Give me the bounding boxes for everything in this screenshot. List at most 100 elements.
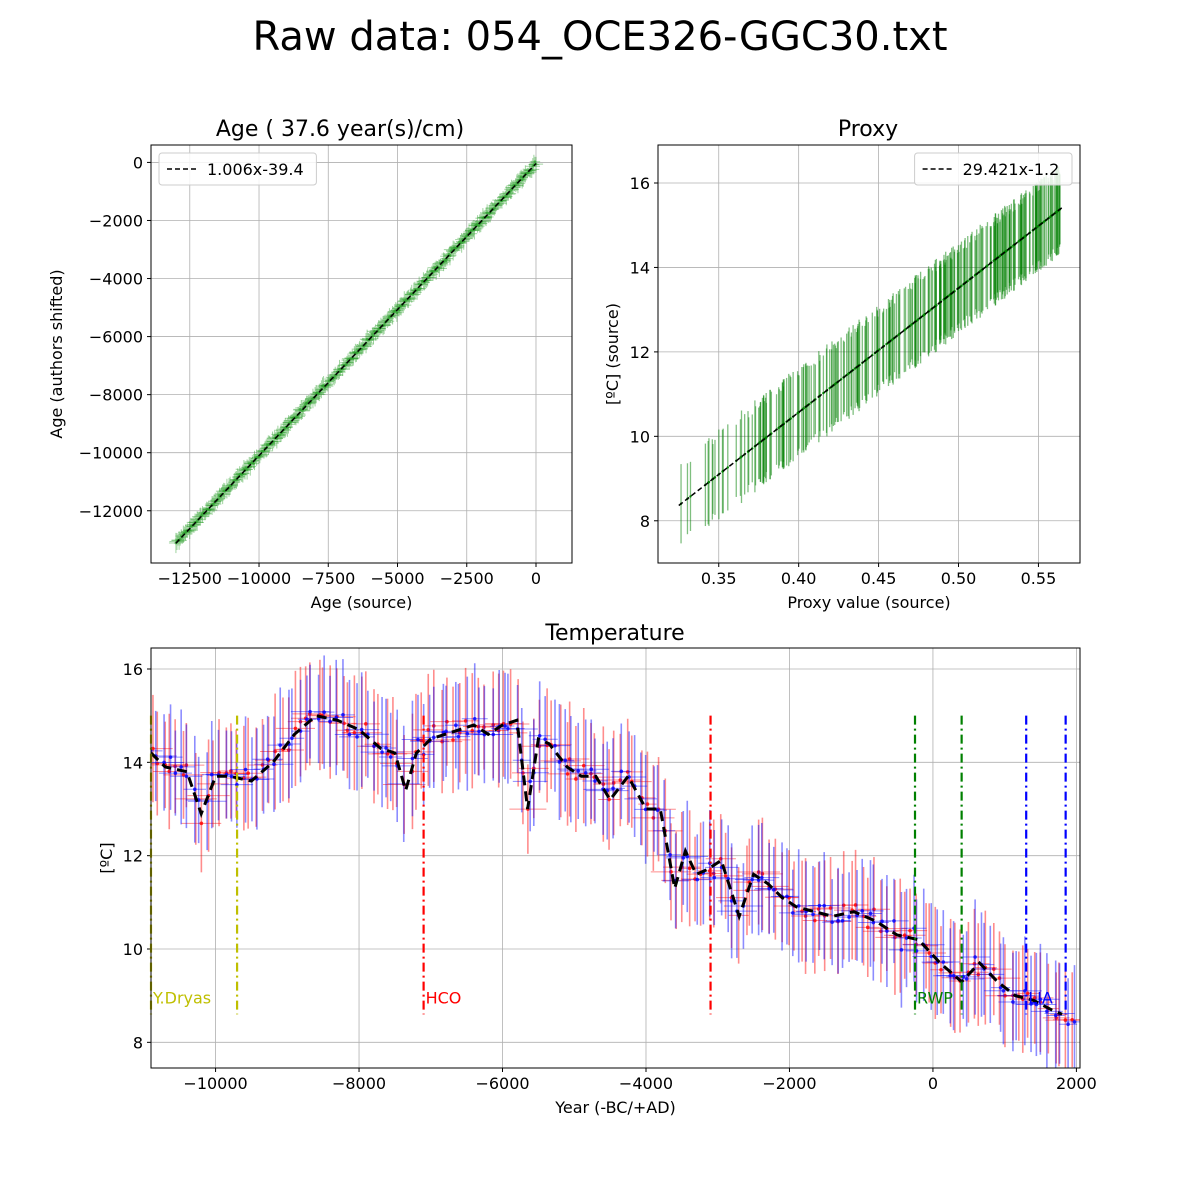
temp-point [563, 758, 568, 763]
proxy-legend: 29.421x-1.2 [914, 152, 1073, 186]
temp-point [528, 779, 532, 784]
proxy-point [796, 411, 799, 415]
event-label: RWP [917, 989, 953, 1008]
proxy-xlabel: Proxy value (source) [787, 593, 950, 612]
temp-point [927, 951, 932, 955]
temp-point [655, 808, 660, 812]
temp-xtick-label: 2000 [1056, 1074, 1097, 1093]
temp-point [902, 933, 907, 937]
temp-point [611, 781, 616, 785]
age-point [477, 224, 481, 228]
temp-point [293, 726, 298, 731]
temp-point [454, 723, 458, 727]
temp-point [1045, 1009, 1049, 1014]
temp-point [553, 743, 557, 748]
age-ytick-label: −6000 [89, 328, 143, 347]
age-point [417, 282, 421, 286]
temp-point [619, 769, 624, 774]
age-point [351, 357, 355, 361]
event-label: HCO [426, 989, 462, 1008]
temp-point [506, 726, 510, 731]
age-point [444, 259, 448, 263]
temp-point [872, 907, 876, 912]
temp-point [385, 752, 390, 756]
age-ytick-label: 0 [133, 153, 143, 172]
temp-point [1025, 991, 1030, 996]
temp-point [567, 757, 572, 761]
temp-point [476, 724, 481, 729]
temp-point [668, 852, 672, 857]
age-title: Age ( 37.6 year(s)/cm) [216, 117, 464, 142]
temp-point [574, 777, 578, 781]
temp-mean-line [151, 714, 1063, 1016]
age-ytick-label: −8000 [89, 386, 143, 405]
temp-point [1001, 988, 1006, 993]
temp-point [380, 750, 384, 754]
temp-point [1011, 1000, 1015, 1004]
figure-title: Raw data: 054_OCE326-GGC30.txt [252, 14, 948, 60]
age-point [437, 267, 441, 270]
temp-point [618, 778, 623, 782]
proxy-series [678, 166, 1063, 544]
age-point [395, 311, 399, 315]
temp-point [472, 716, 477, 721]
proxy-ytick-label: 16 [630, 174, 650, 193]
temp-point [712, 875, 717, 880]
temp-point [589, 771, 593, 776]
temp-point [796, 904, 801, 908]
age-point [476, 222, 479, 226]
proxy-point [878, 348, 881, 351]
temp-point [537, 734, 542, 738]
temp-point [328, 719, 332, 724]
temp-point [871, 920, 876, 925]
temp-point [611, 786, 615, 791]
proxy-point [986, 264, 989, 267]
temp-point [229, 769, 233, 773]
temp-point [756, 878, 761, 882]
temp-point [491, 732, 496, 737]
temp-point [465, 731, 470, 736]
age-point [448, 254, 452, 257]
proxy-ytick-label: 10 [630, 427, 650, 446]
temp-point [601, 782, 606, 786]
proxy-point [916, 318, 920, 321]
temp-point [199, 821, 204, 826]
temp-point [345, 728, 350, 733]
temp-point [184, 774, 189, 779]
temp-point [908, 928, 912, 933]
temp-point [803, 914, 808, 918]
temp-point [229, 774, 234, 779]
temp-point [861, 914, 866, 919]
temp-point [669, 870, 673, 874]
temp-point [265, 757, 270, 762]
proxy-xtick-label: 0.40 [781, 569, 817, 588]
temp-point [273, 749, 277, 754]
temp-point [951, 973, 956, 978]
temp-point [830, 920, 834, 924]
temp-ytick-label: 8 [133, 1033, 143, 1052]
temp-point [972, 961, 977, 966]
temp-point [155, 761, 160, 766]
temp-point [342, 721, 346, 726]
temp-point [347, 732, 352, 737]
temp-xtick-label: −2000 [762, 1074, 816, 1093]
temp-point [879, 929, 883, 934]
temp-point [184, 763, 189, 767]
temp-point [750, 877, 754, 882]
temp-point [860, 909, 865, 913]
temp-point [992, 967, 996, 971]
temp-point [885, 929, 889, 933]
proxy-point [828, 387, 831, 390]
temp-point [836, 918, 840, 923]
temp-ytick-label: 10 [123, 940, 143, 959]
proxy-fit-line [678, 206, 1063, 507]
temp-point [948, 973, 953, 978]
temp-point [756, 870, 761, 874]
temp-point [451, 738, 455, 742]
temp-point [625, 770, 630, 774]
age-xtick-label: −7500 [301, 569, 355, 588]
proxy-point [689, 495, 692, 498]
temp-point [813, 918, 817, 923]
temp-point [192, 787, 197, 792]
